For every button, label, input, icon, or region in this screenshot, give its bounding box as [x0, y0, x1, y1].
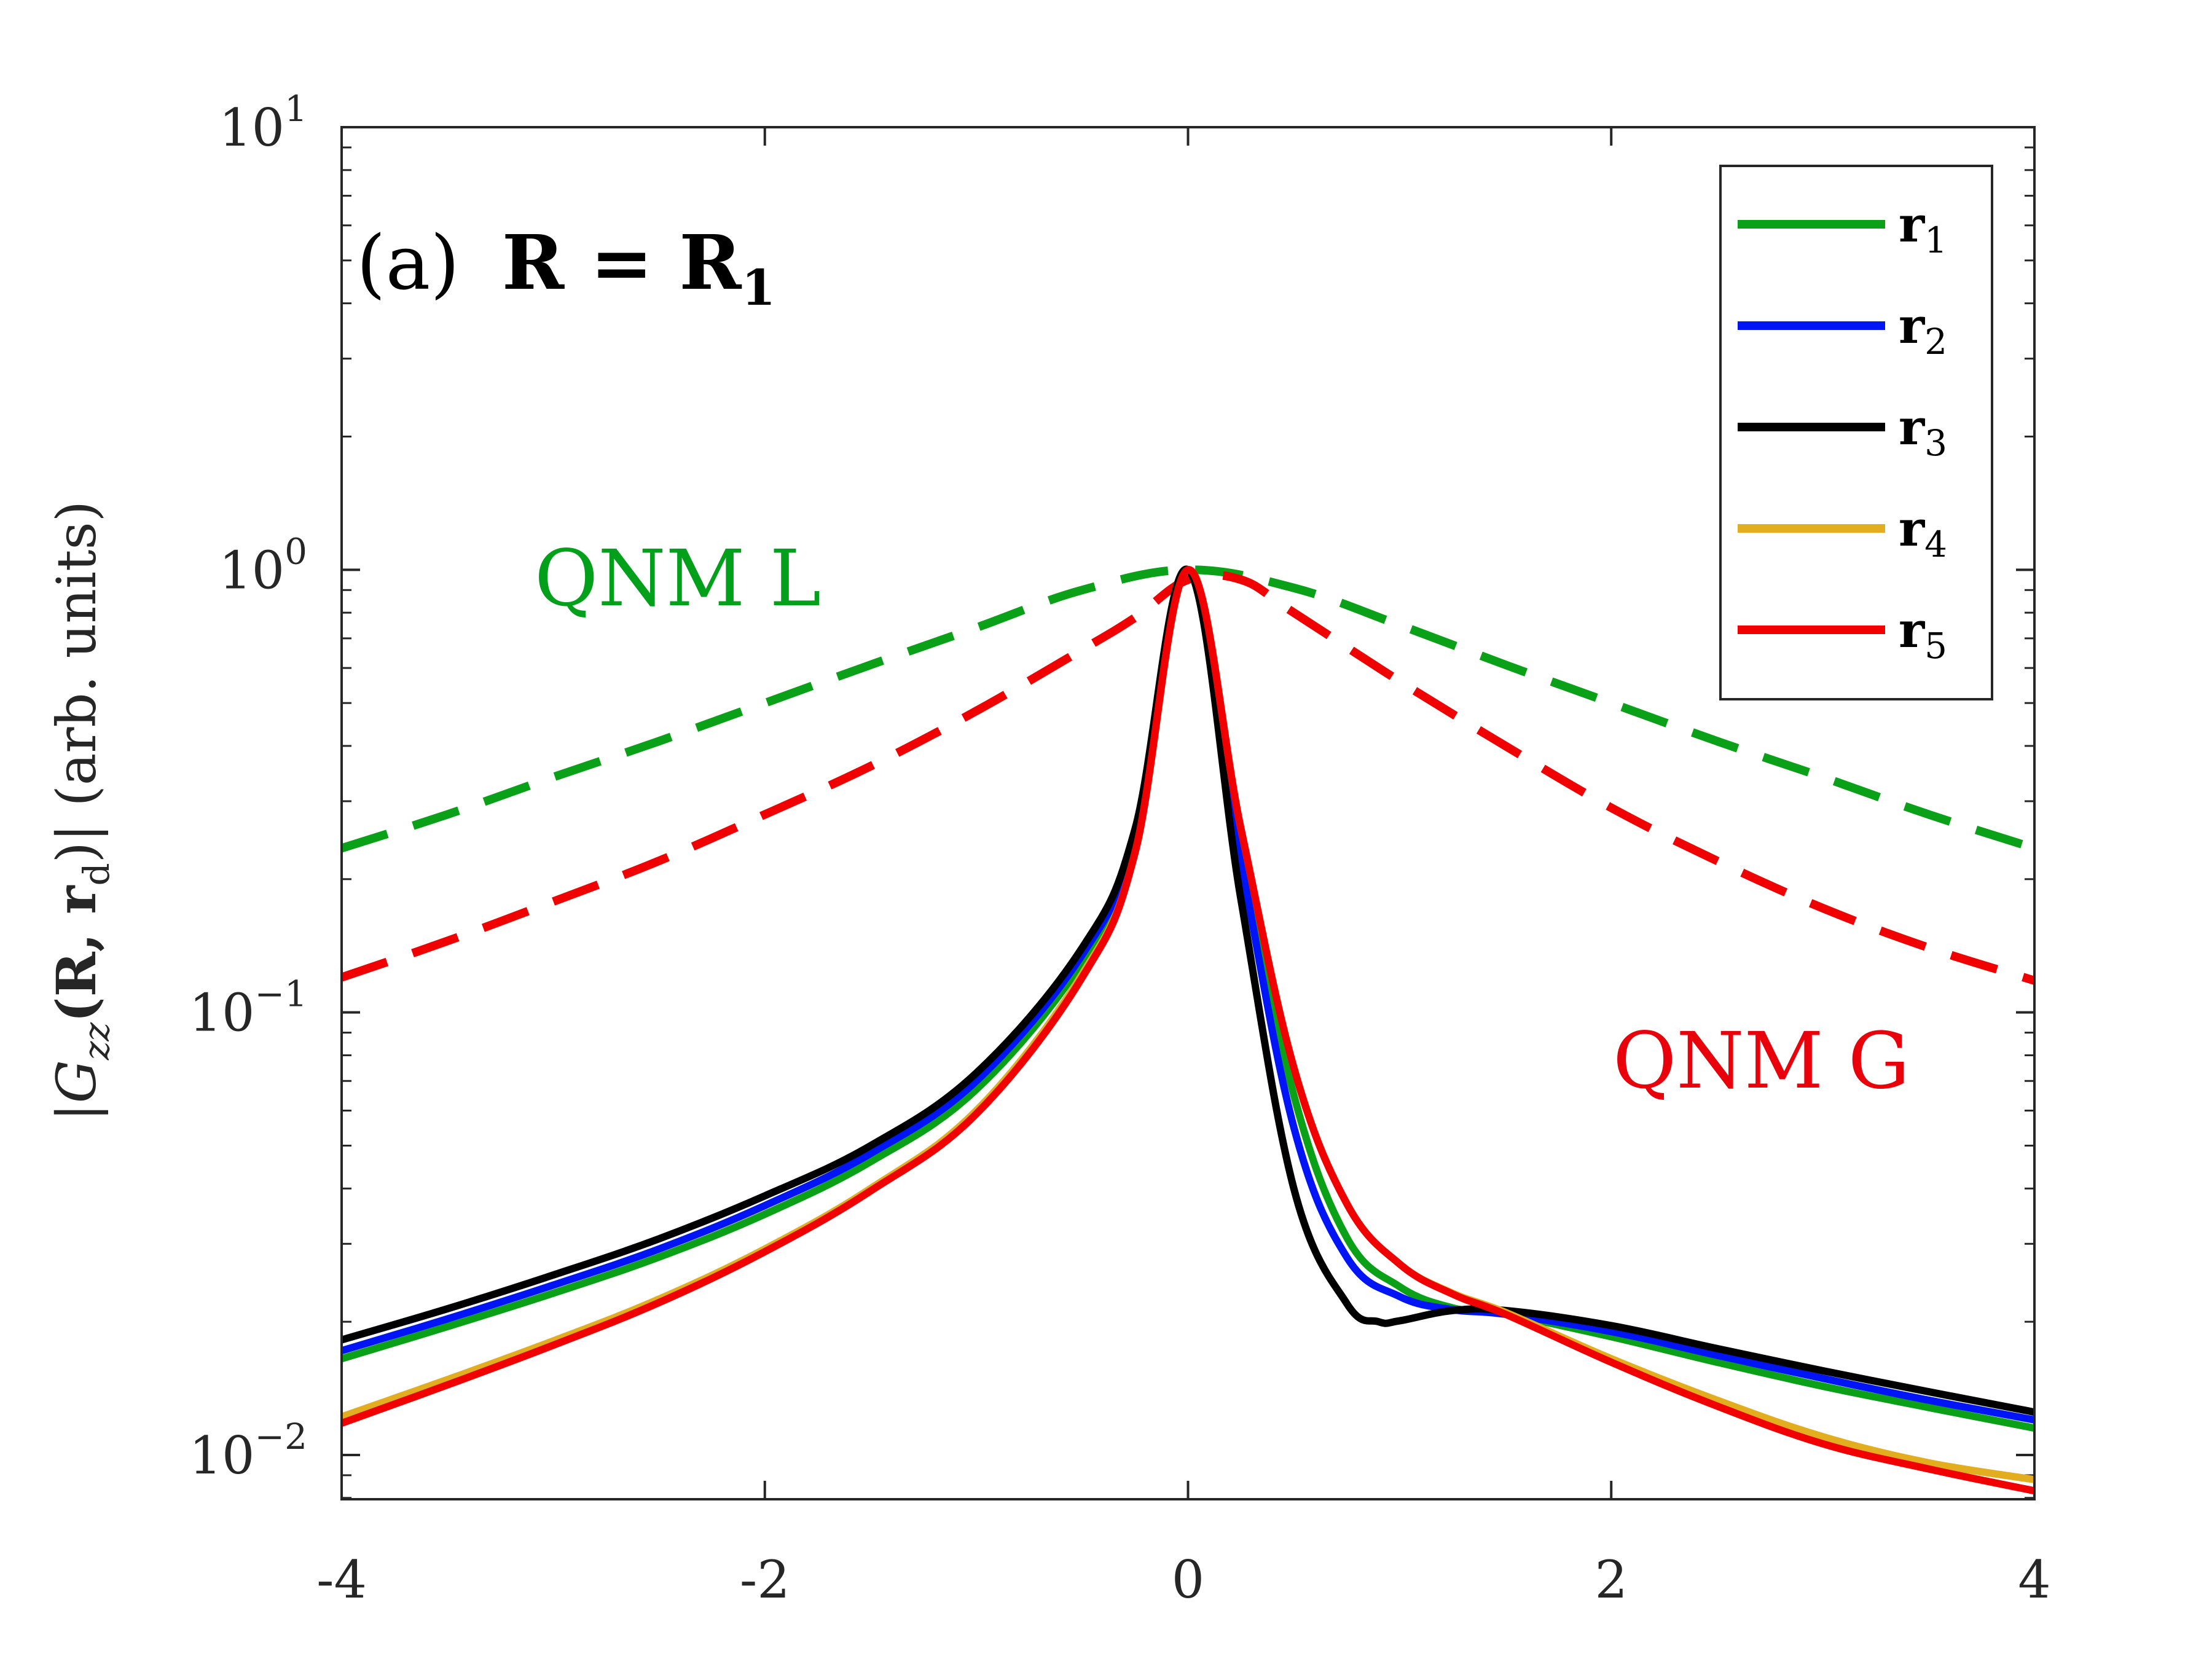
legend-label-r2: r2 [1899, 297, 1947, 363]
x-tick-label: -4 [316, 1550, 367, 1610]
y-axis-label: |Gzz(R, rd)| (arb. units) [44, 501, 117, 1121]
x-tick-label: 4 [2018, 1550, 2050, 1610]
legend-label-r4: r4 [1899, 500, 1947, 565]
legend-label-r5: r5 [1899, 601, 1947, 667]
x-tick-label: -2 [740, 1550, 790, 1610]
y-tick-labels: 10−2 10−1 100 101 [189, 88, 307, 1486]
series-layer [342, 565, 2034, 1495]
legend-label-r1: r1 [1899, 195, 1947, 261]
axes-box [340, 126, 2036, 1500]
x-tick-label: 0 [1172, 1550, 1204, 1610]
series-line-r3 [342, 565, 2034, 1416]
series-line-qnm-g [342, 570, 2034, 985]
panel-label: (a) R = R1 [356, 218, 775, 316]
y-tick-label: 10−1 [189, 973, 307, 1043]
legend: r1 r2 r3 r4 r5 [1719, 165, 1993, 700]
x-tick-label: 2 [1595, 1550, 1628, 1610]
y-tick-label: 101 [219, 88, 307, 158]
y-tick-label: 100 [219, 530, 307, 600]
y-tick-label: 10−2 [189, 1416, 307, 1486]
panel-equation: R = R [502, 218, 743, 307]
panel-equation-sub: 1 [742, 259, 776, 316]
x-tick-labels: -4 -2 0 2 4 [316, 1550, 2051, 1610]
legend-label-r3: r3 [1899, 398, 1947, 464]
legend-items: r1 r2 r3 r4 r5 [1738, 195, 1947, 667]
annotation-qnm-l: QNM L [535, 533, 821, 624]
annotation-qnm-g: QNM G [1613, 1016, 1910, 1106]
panel-letter: (a) [356, 219, 460, 307]
series-line-r5 [342, 566, 2034, 1495]
legend-box [1719, 165, 1993, 700]
